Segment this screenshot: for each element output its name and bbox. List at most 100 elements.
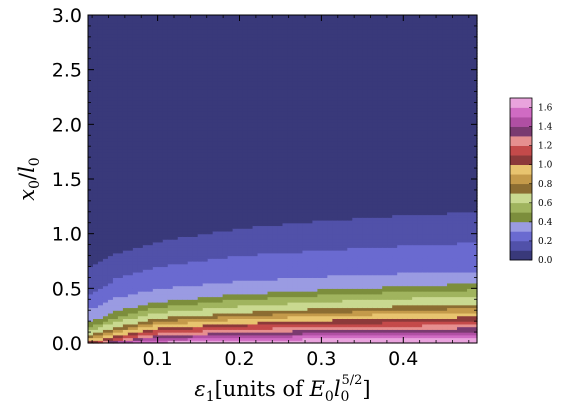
heat-cell bbox=[132, 176, 139, 180]
heat-cell bbox=[97, 271, 104, 276]
heat-cell bbox=[242, 184, 249, 188]
heat-cell bbox=[232, 261, 239, 265]
heat-cell bbox=[277, 151, 284, 155]
heat-cell bbox=[222, 75, 229, 79]
heat-cell bbox=[187, 334, 194, 339]
heat-cell bbox=[247, 173, 254, 177]
heat-cell bbox=[202, 203, 209, 207]
heat-cell bbox=[127, 159, 134, 164]
heat-cell bbox=[252, 64, 259, 68]
heat-cell bbox=[132, 34, 139, 38]
heat-cell bbox=[217, 250, 224, 254]
heat-cell bbox=[222, 321, 229, 325]
heat-cell bbox=[172, 42, 179, 46]
heat-cell bbox=[197, 282, 204, 287]
heat-cell bbox=[167, 214, 174, 218]
heat-cell bbox=[212, 266, 219, 270]
heat-cell bbox=[132, 192, 139, 196]
heat-cell bbox=[88, 255, 94, 259]
heat-cell bbox=[282, 132, 289, 136]
heat-cell bbox=[187, 61, 194, 65]
heat-cell bbox=[277, 17, 284, 22]
heat-cell bbox=[217, 28, 224, 32]
heat-cell bbox=[172, 146, 179, 150]
heat-cell bbox=[132, 118, 139, 123]
heat-cell bbox=[247, 258, 254, 262]
heat-cell bbox=[127, 83, 134, 87]
heat-cell bbox=[88, 88, 94, 93]
heat-cell bbox=[102, 140, 109, 145]
heat-cell bbox=[247, 239, 254, 243]
heat-cell bbox=[257, 124, 264, 128]
heat-cell bbox=[167, 225, 174, 229]
heat-cell bbox=[187, 214, 194, 218]
heat-cell bbox=[282, 157, 289, 161]
heat-cell bbox=[157, 61, 164, 65]
heat-cell bbox=[88, 168, 94, 172]
heat-cell bbox=[202, 170, 209, 175]
heat-cell bbox=[252, 143, 259, 147]
heat-cell bbox=[162, 64, 169, 68]
heat-cell bbox=[112, 307, 119, 311]
heat-cell bbox=[232, 162, 239, 166]
heat-cell bbox=[112, 162, 119, 166]
heat-cell bbox=[277, 189, 284, 194]
heat-cell bbox=[232, 127, 239, 131]
heat-cell bbox=[252, 184, 259, 188]
heat-cell bbox=[272, 127, 279, 131]
heat-cell bbox=[242, 143, 249, 147]
heat-cell bbox=[187, 110, 194, 114]
heat-cell bbox=[142, 77, 149, 82]
heat-cell bbox=[137, 321, 144, 325]
heat-cell bbox=[137, 241, 144, 246]
heat-cell bbox=[122, 334, 129, 339]
heat-cell bbox=[147, 195, 154, 199]
heat-cell bbox=[132, 280, 139, 284]
heat-cell bbox=[142, 312, 149, 317]
heat-cell bbox=[277, 110, 284, 114]
heat-cell bbox=[92, 25, 99, 30]
heat-cell bbox=[252, 203, 259, 207]
heat-cell bbox=[107, 310, 114, 314]
heat-cell bbox=[217, 148, 224, 153]
heat-cell bbox=[142, 318, 149, 322]
heat-cell bbox=[122, 250, 129, 254]
heat-cell bbox=[92, 34, 99, 38]
heat-cell bbox=[247, 230, 254, 235]
heat-cell bbox=[217, 206, 224, 210]
heat-cell bbox=[157, 113, 164, 117]
heat-cell bbox=[117, 45, 124, 49]
heat-cell bbox=[92, 247, 99, 251]
heat-cell bbox=[137, 220, 144, 224]
heat-cell bbox=[122, 239, 129, 243]
heat-cell bbox=[112, 88, 119, 93]
heat-cell bbox=[102, 42, 109, 46]
heat-cell bbox=[92, 291, 99, 295]
heat-cell bbox=[177, 225, 184, 229]
heat-cell bbox=[122, 299, 129, 303]
heat-cell bbox=[142, 151, 149, 155]
heat-cell bbox=[182, 244, 189, 248]
heat-cell bbox=[107, 225, 114, 229]
heat-cell bbox=[152, 252, 159, 257]
heat-cell bbox=[197, 195, 204, 199]
heat-cell bbox=[142, 288, 149, 292]
heat-cell bbox=[142, 28, 149, 32]
heat-cell bbox=[127, 107, 134, 112]
heat-cell bbox=[182, 310, 189, 314]
heat-cell bbox=[242, 69, 249, 73]
heat-cell bbox=[217, 200, 224, 205]
heat-cell bbox=[112, 143, 119, 147]
heat-cell bbox=[162, 116, 169, 120]
heat-cell bbox=[182, 332, 189, 336]
heat-cell bbox=[202, 280, 209, 284]
heat-cell bbox=[277, 138, 284, 142]
heat-cell bbox=[227, 239, 234, 243]
heat-cell bbox=[272, 261, 279, 265]
heat-cell bbox=[147, 230, 154, 235]
heat-cell bbox=[187, 75, 194, 79]
heat-cell bbox=[262, 36, 269, 41]
heat-cell bbox=[162, 97, 169, 101]
heat-cell bbox=[177, 107, 184, 112]
heat-cell bbox=[182, 340, 189, 344]
